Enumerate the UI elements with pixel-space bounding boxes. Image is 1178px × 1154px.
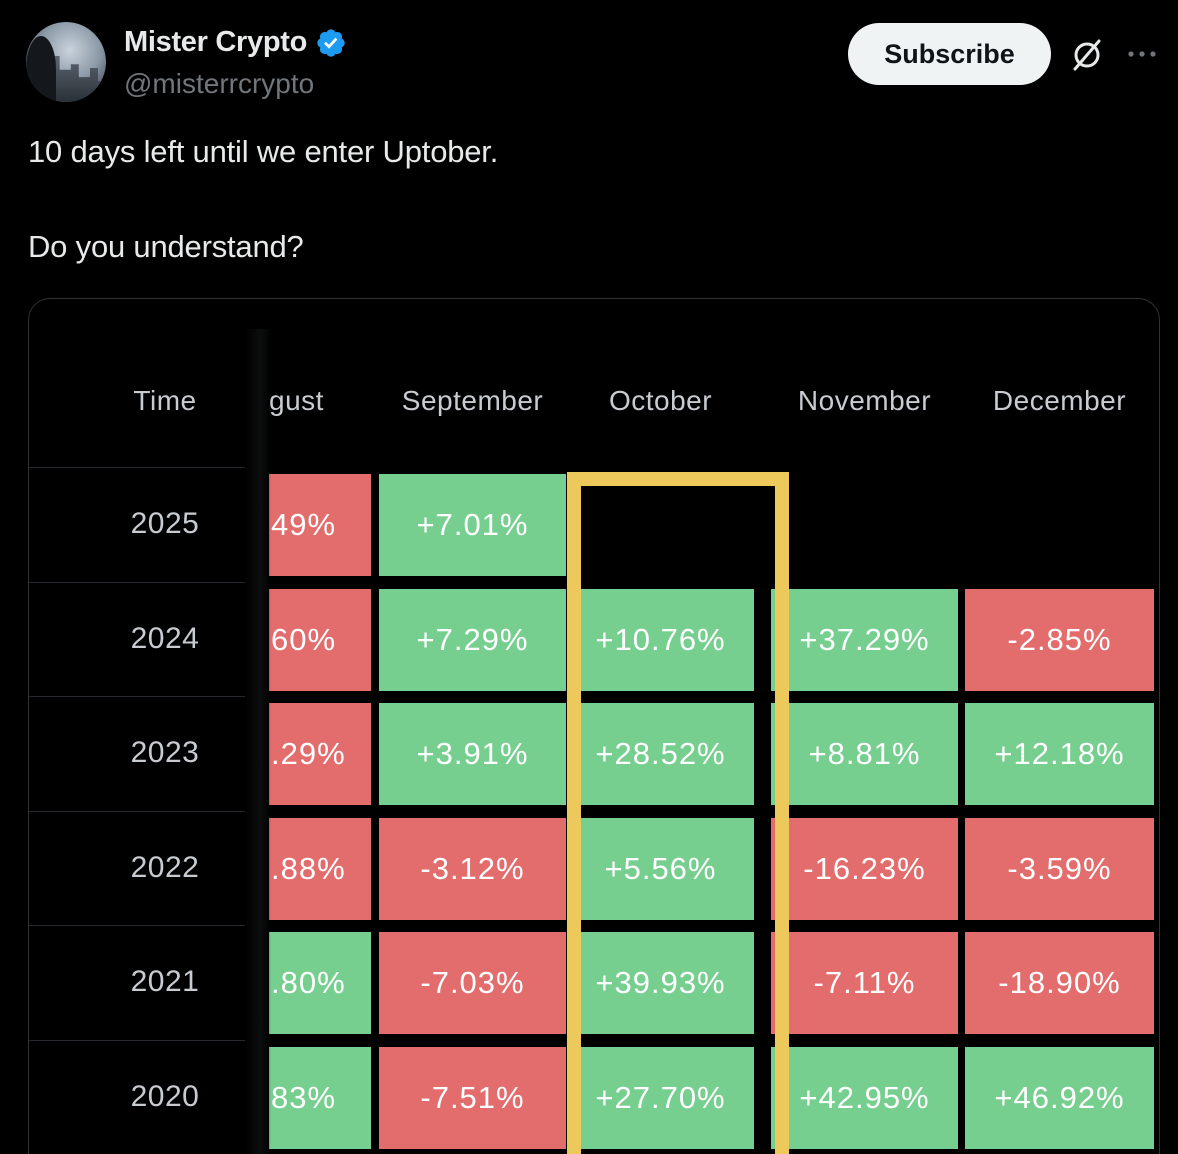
post-text-line-2: Do you understand?	[28, 229, 304, 264]
author-handle[interactable]: @misterrcrypto	[124, 68, 315, 99]
verified-badge-icon	[317, 28, 345, 57]
return-cell-august-2022: .88%	[269, 817, 371, 920]
row-separator	[29, 1040, 245, 1041]
return-cell-september-2024: +7.29%	[379, 588, 566, 691]
return-cell-december-2021: -18.90%	[965, 932, 1154, 1035]
return-cell-august-2021: .80%	[269, 932, 371, 1035]
return-cell-august-2025: 49%	[269, 474, 371, 576]
return-cell-september-2021: -7.03%	[379, 932, 566, 1035]
post-image[interactable]: Time gust September October November December…	[28, 298, 1160, 1154]
return-cell-december-2022: -3.59%	[965, 817, 1154, 920]
column-header-gust: gust	[269, 385, 324, 416]
return-cell-august-2023: .29%	[269, 703, 371, 806]
return-cell-december-2023: +12.18%	[965, 703, 1154, 806]
year-label: 2025	[130, 507, 200, 540]
return-cell-september-2023: +3.91%	[379, 703, 566, 806]
avatar[interactable]	[26, 22, 106, 102]
return-cell-november-2024: +37.29%	[771, 588, 958, 691]
row-separator	[29, 467, 245, 468]
author-name-row: Mister Crypto	[124, 26, 347, 59]
column-header-november: November	[797, 385, 932, 416]
return-cell-october-2021: +39.93%	[567, 932, 754, 1035]
year-label: 2020	[130, 1080, 200, 1113]
return-cell-september-2025: +7.01%	[379, 474, 566, 576]
row-separator	[29, 581, 245, 583]
year-label: 2024	[130, 621, 200, 655]
return-cell-december-2020: +46.92%	[965, 1047, 1154, 1149]
return-cell-september-2022: -3.12%	[379, 817, 566, 920]
year-label: 2023	[130, 736, 200, 770]
year-label: 2022	[130, 850, 200, 884]
row-separator	[29, 810, 245, 812]
return-cell-november-2022: -16.23%	[771, 817, 958, 920]
row-separator	[29, 696, 245, 698]
column-header-september: September	[401, 385, 544, 416]
return-cell-october-2023: +28.52%	[567, 703, 754, 806]
grok-icon[interactable]	[1068, 36, 1106, 74]
column-header-october: October	[608, 385, 713, 416]
sticky-column-divider	[245, 329, 271, 1154]
return-cell-september-2020: -7.51%	[379, 1047, 566, 1149]
column-header-time: Time	[133, 385, 197, 416]
subscribe-button[interactable]: Subscribe	[848, 23, 1051, 85]
year-label: 2021	[130, 965, 200, 999]
row-separator	[29, 925, 245, 927]
more-icon[interactable]	[1124, 36, 1160, 72]
return-cell-august-2024: 60%	[269, 588, 371, 691]
return-cell-november-2023: +8.81%	[771, 703, 958, 806]
return-cell-october-2022: +5.56%	[567, 817, 754, 920]
post-text-line-1: 10 days left until we enter Uptober.	[28, 134, 499, 169]
display-name[interactable]: Mister Crypto	[124, 26, 308, 58]
return-cell-november-2020: +42.95%	[771, 1047, 958, 1149]
return-cell-october-2020: +27.70%	[567, 1047, 754, 1149]
column-header-december: December	[992, 385, 1127, 416]
return-cell-november-2021: -7.11%	[771, 932, 958, 1035]
return-cell-december-2024: -2.85%	[965, 588, 1154, 691]
return-cell-october-2024: +10.76%	[567, 588, 754, 691]
return-cell-august-2020: 83%	[269, 1047, 371, 1149]
